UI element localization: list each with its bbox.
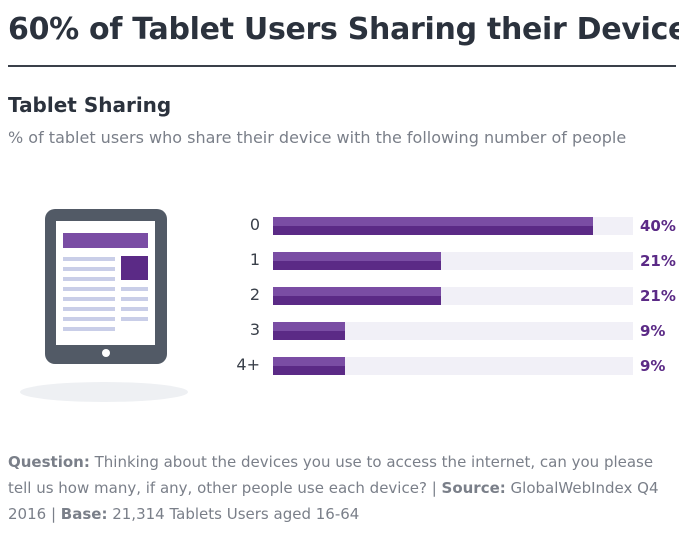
bar xyxy=(273,287,441,305)
screen-text-lines xyxy=(63,257,148,331)
page-title: 60% of Tablet Users Sharing their Device xyxy=(8,12,679,47)
bar-highlight xyxy=(273,322,345,331)
source-label: Source: xyxy=(441,479,506,497)
bar-row: 3 9% xyxy=(230,320,679,340)
tablet-illustration xyxy=(20,209,188,402)
value-label: 40% xyxy=(640,217,676,235)
question-text: Thinking about the devices you use to ac… xyxy=(8,453,654,497)
bar-track xyxy=(273,287,633,305)
title-divider xyxy=(8,65,676,67)
footer-separator: | xyxy=(426,479,442,497)
category-label: 0 xyxy=(249,215,260,234)
bar-track xyxy=(273,252,633,270)
tablet-shadow xyxy=(20,382,188,402)
bar xyxy=(273,357,345,375)
chart-title: Tablet Sharing xyxy=(8,93,172,117)
value-label: 21% xyxy=(640,252,676,270)
category-label: 1 xyxy=(249,250,260,269)
source-text: GlobalWebIndex Q4 2016 xyxy=(8,479,659,523)
chart-subtitle: % of tablet users who share their device… xyxy=(8,128,627,147)
bar-track xyxy=(273,217,633,235)
bar-chart: 0 40% 1 21% 2 21% 3 9% 4+ 9% xyxy=(230,215,679,395)
base-text: 21,314 Tablets Users aged 16-64 xyxy=(112,505,360,523)
bar-highlight xyxy=(273,287,441,296)
screen-image-block xyxy=(121,256,148,280)
bar-highlight xyxy=(273,357,345,366)
bar-track xyxy=(273,357,633,375)
bar-row: 0 40% xyxy=(230,215,679,235)
bar-row: 2 21% xyxy=(230,285,679,305)
bar-highlight xyxy=(273,217,593,226)
chart-footer: Question: Thinking about the devices you… xyxy=(8,449,676,527)
value-label: 9% xyxy=(640,357,666,375)
bar-highlight xyxy=(273,252,441,261)
screen-header-block xyxy=(63,233,148,248)
question-label: Question: xyxy=(8,453,90,471)
base-label: Base: xyxy=(60,505,108,523)
value-label: 9% xyxy=(640,322,666,340)
bar xyxy=(273,217,593,235)
tablet-home-button xyxy=(102,349,110,357)
value-label: 21% xyxy=(640,287,676,305)
bar-row: 4+ 9% xyxy=(230,355,679,375)
footer-separator: | xyxy=(46,505,61,523)
bar-row: 1 21% xyxy=(230,250,679,270)
category-label: 4+ xyxy=(236,355,260,374)
bar xyxy=(273,252,441,270)
bar xyxy=(273,322,345,340)
bar-track xyxy=(273,322,633,340)
category-label: 3 xyxy=(249,320,260,339)
category-label: 2 xyxy=(249,285,260,304)
